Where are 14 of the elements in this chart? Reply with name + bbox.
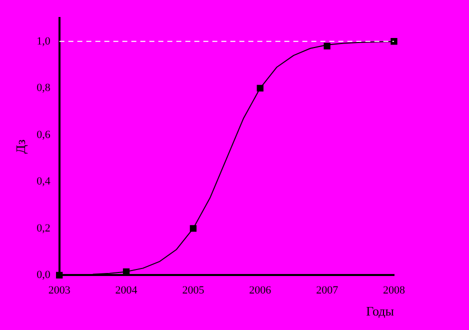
y-tick-label: 0,8 bbox=[36, 82, 51, 94]
y-axis-title: Дз bbox=[13, 139, 28, 154]
y-tick-label: 1,0 bbox=[36, 35, 51, 48]
y-tick-label: 0,0 bbox=[36, 269, 51, 282]
x-tick-label: 2007 bbox=[316, 284, 339, 297]
x-tick-label: 2006 bbox=[249, 284, 272, 297]
x-axis-title: Годы bbox=[366, 304, 394, 319]
y-tick-label: 0,4 bbox=[36, 176, 51, 188]
x-tick-label: 2008 bbox=[383, 284, 406, 297]
x-tick-label: 2004 bbox=[115, 284, 138, 297]
x-tick-label: 2005 bbox=[182, 284, 205, 297]
x-tick-label: 2003 bbox=[48, 284, 71, 297]
y-tick-label: 0,2 bbox=[36, 222, 50, 234]
y-tick-label: 0,6 bbox=[36, 128, 51, 141]
